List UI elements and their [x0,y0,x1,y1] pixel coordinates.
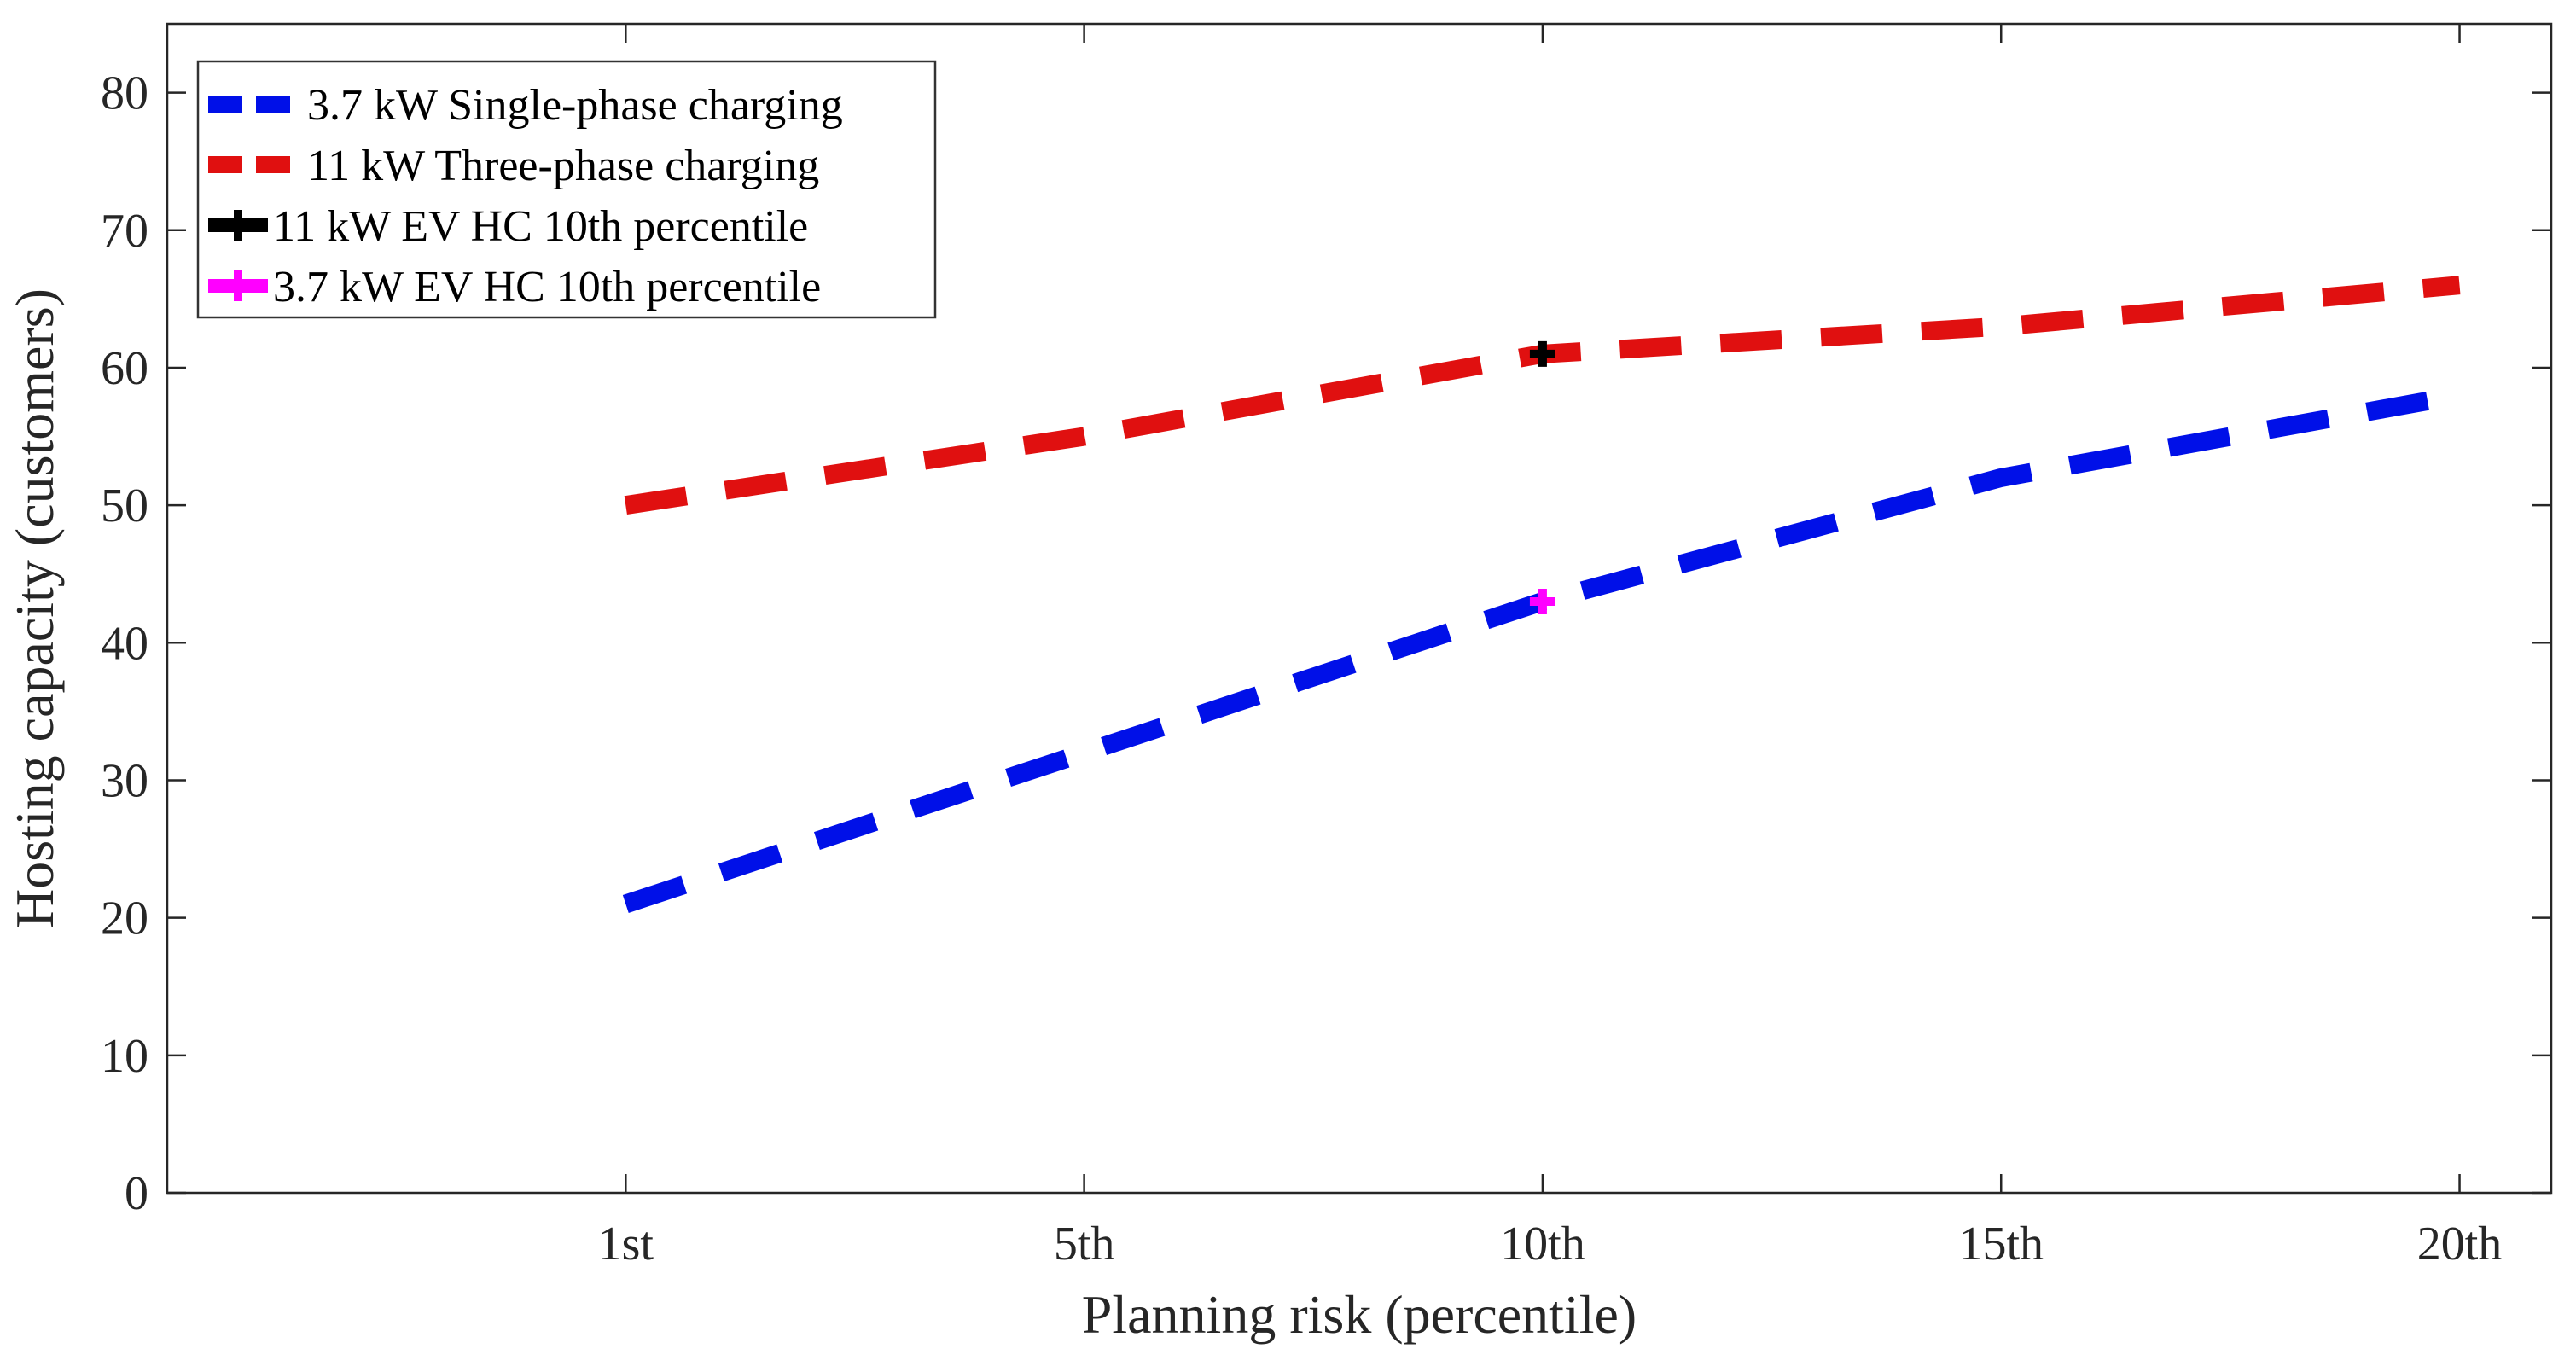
x-tick-label: 15th [1958,1218,2044,1270]
axes-frame [166,22,2553,1195]
legend-label: 11 kW EV HC 10th percentile [273,202,808,251]
x-tick-label: 10th [1500,1218,1585,1270]
y-tick-label: 20 [101,892,148,945]
y-tick-label: 60 [101,342,148,395]
x-tick-label: 1st [598,1218,654,1270]
axes-layer: 0 10 20 30 40 50 60 70 80 1st 5th 10th 15th 20th [101,22,2553,1270]
y-tick-label: 0 [125,1167,148,1220]
y-tick-label: 70 [101,205,148,258]
legend-label: 3.7 kW Single-phase charging [307,81,843,130]
y-axis-label: Hosting capacity (customers) [4,288,65,928]
marker-point-3 [1529,588,1555,614]
x-axis-label: Planning risk (percentile) [1082,1284,1637,1345]
y-tick-label: 50 [101,480,148,532]
series-layer [622,276,2462,913]
marker-point-2 [1529,340,1555,367]
legend-label: 3.7 kW EV HC 10th percentile [273,263,821,311]
legend-box [196,60,937,319]
y-tick-label: 10 [101,1030,148,1083]
x-tick-label: 5th [1054,1218,1115,1270]
legend: 3.7 kW Single-phase charging 11 kW Three-… [196,60,937,319]
y-tick-label: 30 [101,754,148,807]
y-tick-label: 40 [101,617,148,670]
y-tick-label: 80 [101,67,148,120]
x-tick-label: 20th [2417,1218,2503,1270]
legend-label: 11 kW Three-phase charging [307,142,819,190]
